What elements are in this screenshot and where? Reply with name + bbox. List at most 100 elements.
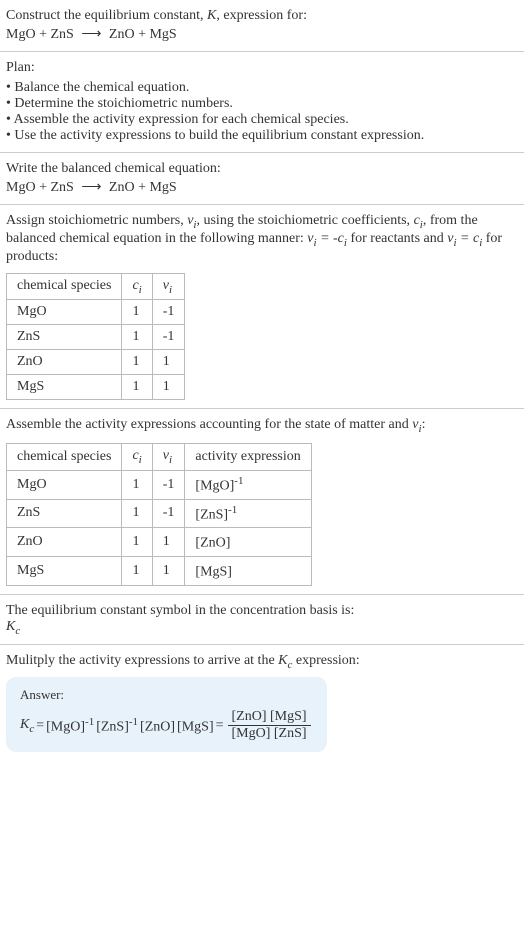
reaction-equation: MgO + ZnS ⟶ ZnO + MgS <box>6 26 518 43</box>
col-c: ci <box>122 444 152 471</box>
title-b: : <box>422 417 426 432</box>
plus-sign: + <box>138 27 149 42</box>
cell-species: MgO <box>7 300 122 325</box>
reaction-arrow: ⟶ <box>77 27 105 42</box>
cell-species: ZnS <box>7 499 122 528</box>
plus-sign: + <box>39 180 50 195</box>
reactant-2: ZnS <box>50 27 73 42</box>
product-1: ZnO <box>109 180 135 195</box>
cell-activity: [MgS] <box>185 556 311 585</box>
plan-item: Assemble the activity expression for eac… <box>6 112 518 128</box>
table-header-row: chemical species ci νi <box>7 273 185 300</box>
reactant-2: ZnS <box>50 180 73 195</box>
answer-term: [MgS] <box>177 716 214 736</box>
title-a: Assemble the activity expressions accoun… <box>6 417 412 432</box>
cell-v: -1 <box>152 499 185 528</box>
reactant-1: MgO <box>6 27 36 42</box>
table-row: ZnS1-1 <box>7 325 185 350</box>
table-row: MgO1-1 <box>7 300 185 325</box>
cell-v: -1 <box>152 300 185 325</box>
stoich-section: Assign stoichiometric numbers, νi, using… <box>0 205 524 409</box>
cell-activity: [ZnS]-1 <box>185 499 311 528</box>
plan-item: Use the activity expressions to build th… <box>6 128 518 144</box>
c-i: ci <box>414 213 423 228</box>
cell-c: 1 <box>122 556 152 585</box>
fraction-numerator: [ZnO] [MgS] <box>228 709 311 726</box>
answer-term: [ZnS]-1 <box>96 716 138 736</box>
balanced-title: Write the balanced chemical equation: <box>6 161 518 177</box>
plan-item: Determine the stoichiometric numbers. <box>6 96 518 112</box>
relation-product: νi = ci <box>447 231 482 246</box>
prompt-text-b: , expression for: <box>216 8 307 23</box>
plan-section: Plan: Balance the chemical equation. Det… <box>0 52 524 153</box>
intro-b: , using the stoichiometric coefficients, <box>196 213 413 228</box>
col-species: chemical species <box>7 444 122 471</box>
prompt-section: Construct the equilibrium constant, K, e… <box>0 0 524 52</box>
cell-activity: [ZnO] <box>185 528 311 557</box>
cell-species: ZnO <box>7 528 122 557</box>
cell-v: -1 <box>152 325 185 350</box>
cell-activity: [MgO]-1 <box>185 470 311 499</box>
activity-section: Assemble the activity expressions accoun… <box>0 409 524 594</box>
intro-reac-after: for reactants and <box>347 231 447 246</box>
balanced-section: Write the balanced chemical equation: Mg… <box>0 153 524 205</box>
kc-inline: Kc <box>278 653 292 668</box>
cell-species: MgS <box>7 556 122 585</box>
fraction-denominator: [MgO] [ZnS] <box>228 726 311 742</box>
prompt-text-a: Construct the equilibrium constant, <box>6 8 207 23</box>
answer-box: Answer: Kc = [MgO]-1 [ZnS]-1 [ZnO] [MgS]… <box>6 677 327 752</box>
product-2: MgS <box>149 27 176 42</box>
stoich-table: chemical species ci νi MgO1-1 ZnS1-1 ZnO… <box>6 273 185 401</box>
table-row: ZnO11 <box>7 350 185 375</box>
col-species: chemical species <box>7 273 122 300</box>
col-v: νi <box>152 273 185 300</box>
multiply-text: Mulitply the activity expressions to arr… <box>6 653 518 671</box>
cell-c: 1 <box>122 375 152 400</box>
cell-v: -1 <box>152 470 185 499</box>
cell-c: 1 <box>122 300 152 325</box>
mult-a: Mulitply the activity expressions to arr… <box>6 653 278 668</box>
relation-reactant: νi = -ci <box>307 231 347 246</box>
answer-fraction: [ZnO] [MgS] [MgO] [ZnS] <box>228 709 311 742</box>
cell-v: 1 <box>152 375 185 400</box>
nu-i: νi <box>412 417 421 432</box>
answer-label: Answer: <box>20 687 313 703</box>
symbol-text: The equilibrium constant symbol in the c… <box>6 603 518 619</box>
col-activity: activity expression <box>185 444 311 471</box>
reactant-1: MgO <box>6 180 36 195</box>
equals-sign: = <box>36 718 44 734</box>
cell-species: MgS <box>7 375 122 400</box>
plus-sign: + <box>138 180 149 195</box>
cell-species: MgO <box>7 470 122 499</box>
cell-v: 1 <box>152 528 185 557</box>
plan-title: Plan: <box>6 60 518 76</box>
plan-list: Balance the chemical equation. Determine… <box>6 80 518 144</box>
table-row: MgS11 <box>7 375 185 400</box>
product-1: ZnO <box>109 27 135 42</box>
reaction-arrow: ⟶ <box>77 180 105 195</box>
cell-c: 1 <box>122 325 152 350</box>
cell-v: 1 <box>152 350 185 375</box>
activity-table: chemical species ci νi activity expressi… <box>6 443 312 585</box>
table-row: MgO1-1[MgO]-1 <box>7 470 312 499</box>
plan-item: Balance the chemical equation. <box>6 80 518 96</box>
col-c: ci <box>122 273 152 300</box>
table-row: MgS11[MgS] <box>7 556 312 585</box>
table-row: ZnS1-1[ZnS]-1 <box>7 499 312 528</box>
prompt-line: Construct the equilibrium constant, K, e… <box>6 8 518 24</box>
cell-c: 1 <box>122 528 152 557</box>
kc-lhs: Kc <box>20 717 34 735</box>
table-row: ZnO11[ZnO] <box>7 528 312 557</box>
cell-c: 1 <box>122 470 152 499</box>
answer-term: [ZnO] <box>140 716 175 736</box>
answer-term: [MgO]-1 <box>46 716 94 736</box>
symbol-section: The equilibrium constant symbol in the c… <box>0 595 524 646</box>
mult-b: expression: <box>292 653 359 668</box>
cell-v: 1 <box>152 556 185 585</box>
plus-sign: + <box>39 27 50 42</box>
kc-symbol: Kc <box>6 619 518 637</box>
cell-c: 1 <box>122 499 152 528</box>
table-header-row: chemical species ci νi activity expressi… <box>7 444 312 471</box>
equals-sign: = <box>216 718 224 734</box>
balanced-equation: MgO + ZnS ⟶ ZnO + MgS <box>6 179 518 196</box>
